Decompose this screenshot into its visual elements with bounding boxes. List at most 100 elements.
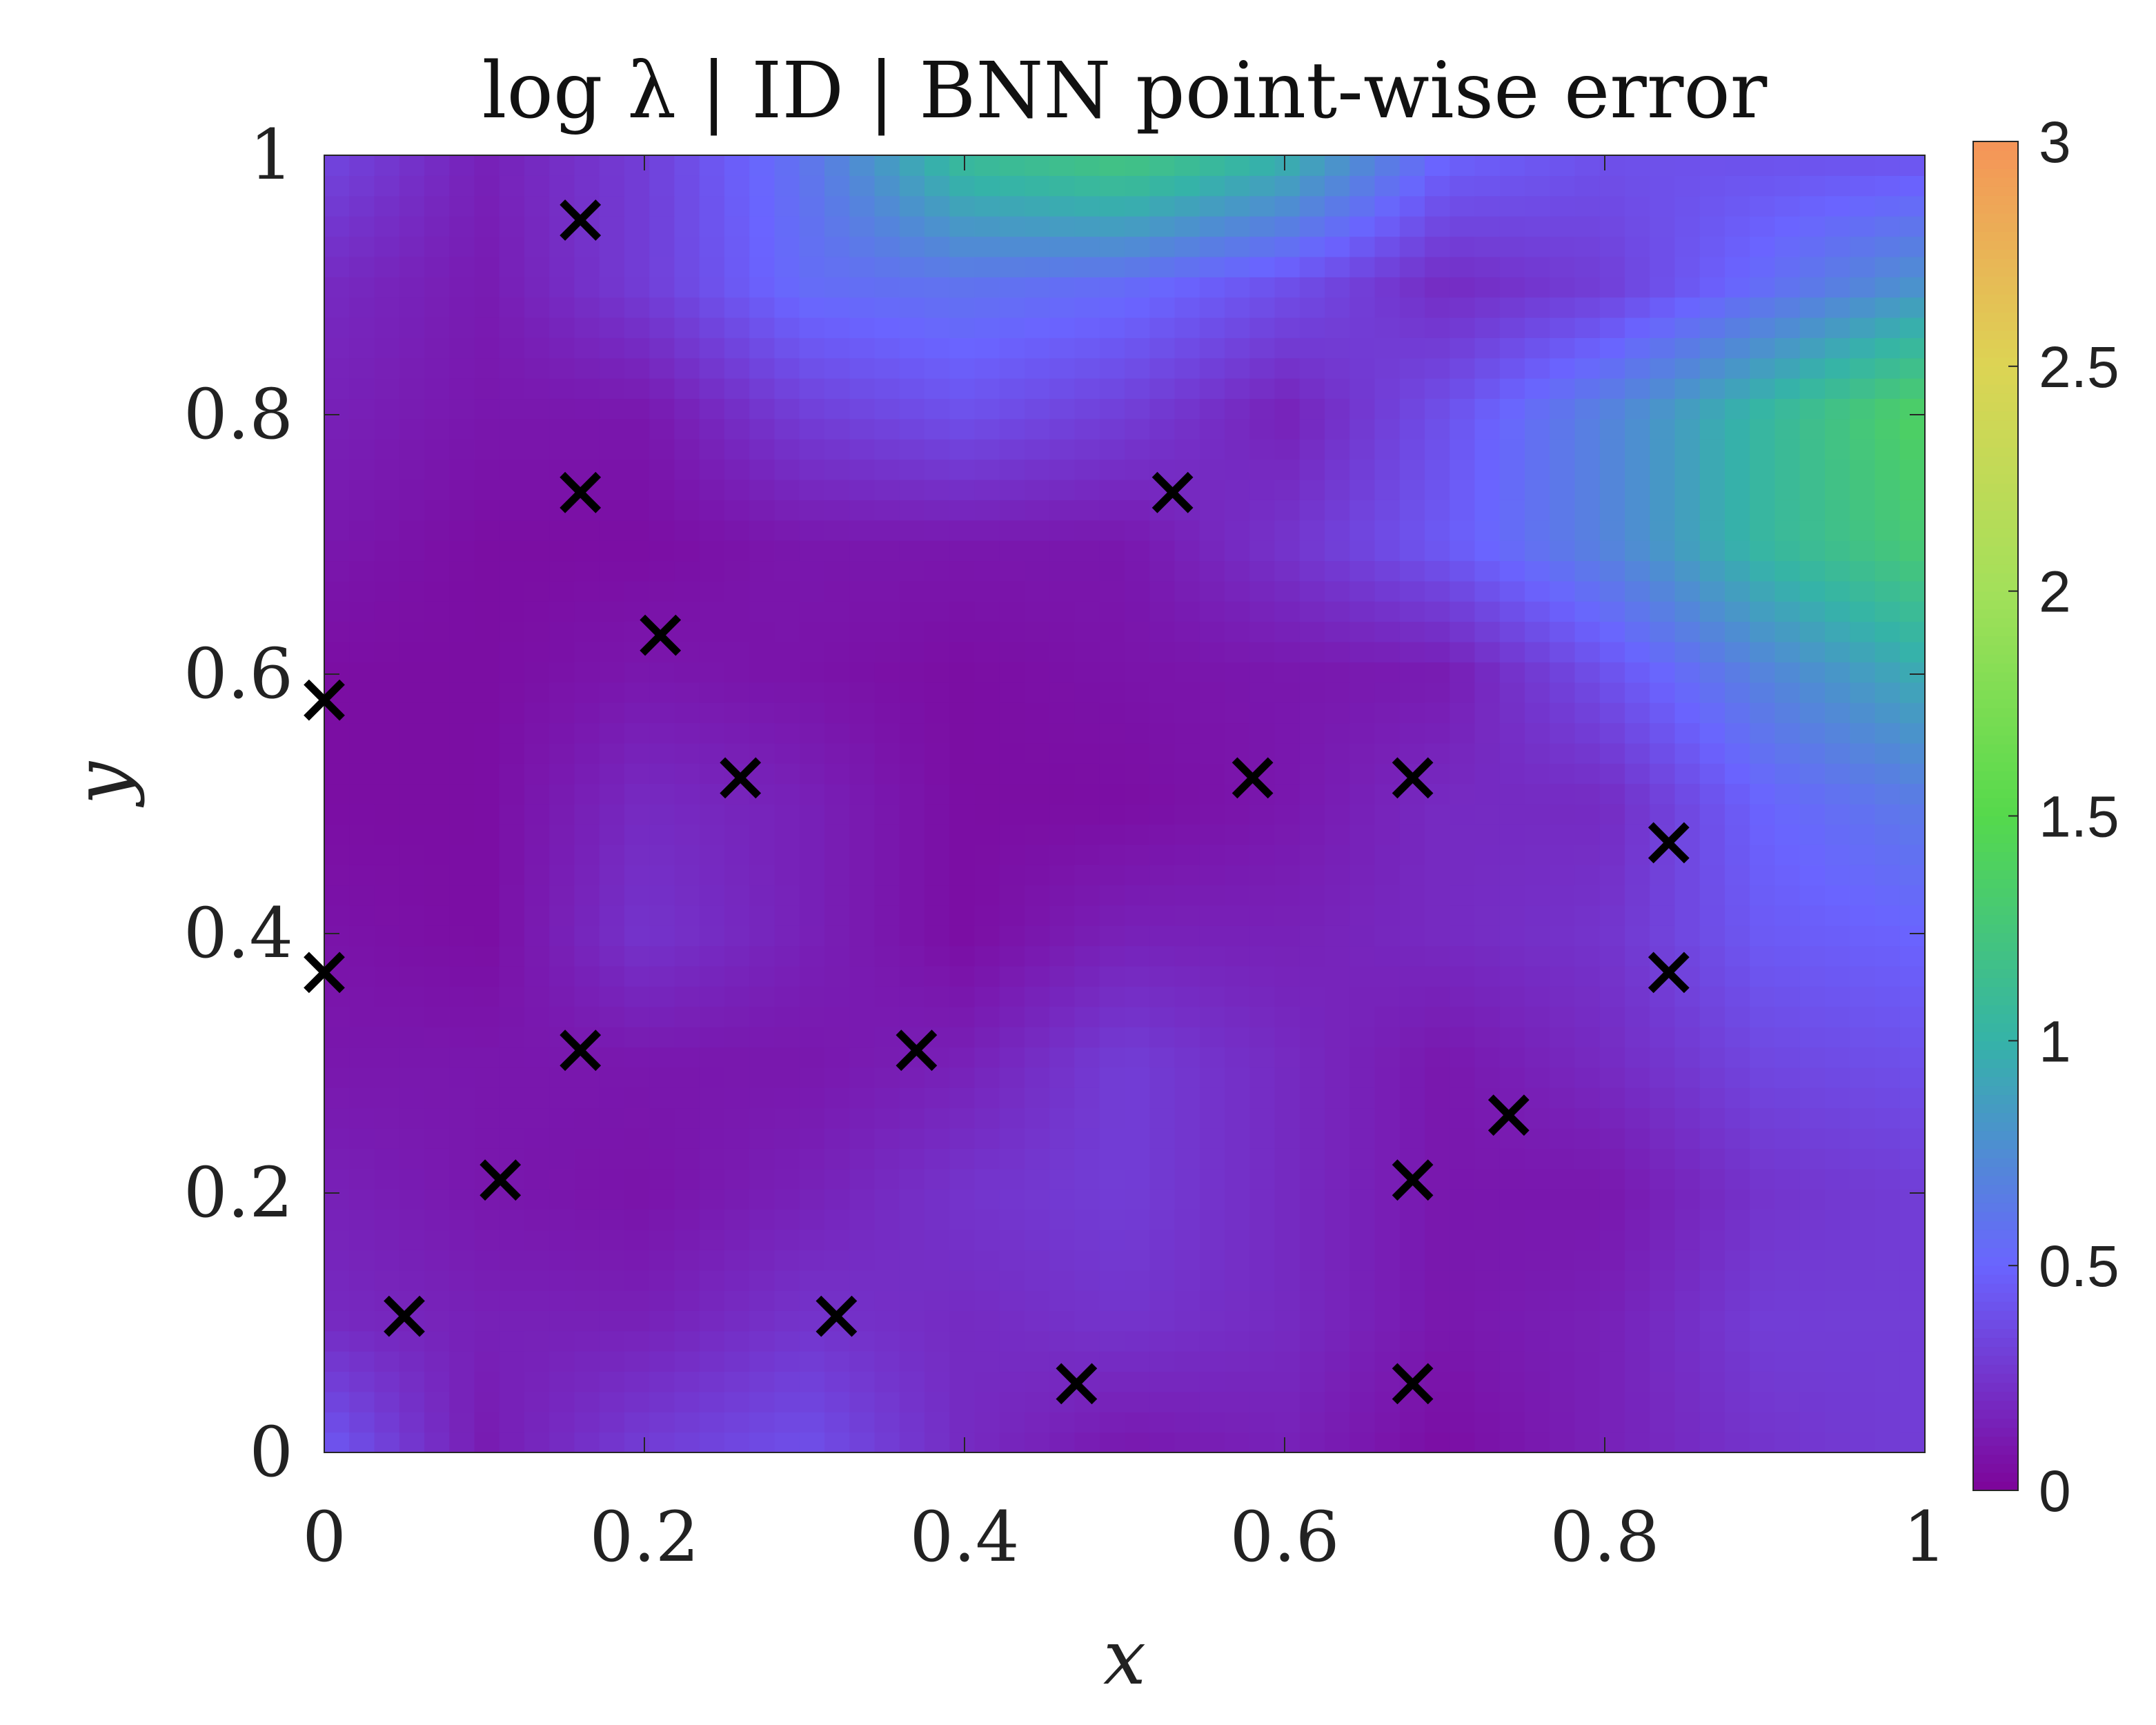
heatmap-cell [1725,1229,1750,1250]
heatmap-cell [1499,337,1525,359]
heatmap-cell [1099,844,1125,865]
heatmap-cell [1199,945,1225,967]
heatmap-cell [1225,682,1250,703]
heatmap-cell [349,378,375,400]
heatmap-cell [949,925,976,947]
heatmap-cell [999,1310,1025,1332]
heatmap-cell [1750,621,1776,642]
heatmap-cell [799,418,825,440]
heatmap-cell [1174,378,1200,400]
heatmap-cell [374,885,400,906]
heatmap-cell [1699,1250,1725,1271]
heatmap-cell [349,1351,375,1372]
heatmap-cell [1125,398,1150,420]
heatmap-cell [1325,1391,1350,1412]
heatmap-cell [1399,1128,1425,1149]
heatmap-cell [1799,459,1826,480]
heatmap-cell [1099,763,1125,785]
heatmap-cell [774,1047,800,1068]
heatmap-cell [1399,500,1425,521]
heatmap-cell [424,500,450,521]
heatmap-cell [1225,236,1250,257]
heatmap-cell [1249,560,1276,582]
heatmap-cell [599,986,625,1007]
heatmap-cell [1625,986,1650,1007]
heatmap-cell [874,500,900,521]
heatmap-cell [674,277,700,298]
heatmap-cell [1625,236,1650,257]
heatmap-cell [1699,398,1725,420]
heatmap-cell [599,1229,625,1250]
heatmap-cell [949,783,976,805]
heatmap-cell [1099,1107,1125,1129]
colorbar-band [1973,429,2018,439]
heatmap-cell [1774,885,1801,906]
heatmap-cell [799,662,825,683]
heatmap-cell [974,1351,1000,1372]
heatmap-cell [899,783,925,805]
heatmap-cell [1049,742,1076,764]
heatmap-cell [1274,195,1300,217]
heatmap-cell [1650,642,1676,662]
heatmap-cell [999,1128,1025,1149]
heatmap-cell [1125,1432,1150,1452]
heatmap-cell [874,398,900,420]
heatmap-cell [1799,865,1826,886]
heatmap-cell [374,418,400,440]
heatmap-cell [1025,1107,1050,1129]
heatmap-cell [449,885,475,906]
heatmap-cell [449,520,475,541]
heatmap-cell [1325,357,1350,379]
heatmap-cell [1125,1290,1150,1311]
heatmap-cell [549,1330,575,1352]
heatmap-cell [1625,885,1650,906]
heatmap-cell [899,439,925,460]
heatmap-cell [1074,925,1100,947]
heatmap-cell [1425,1310,1450,1332]
heatmap-cell [1249,277,1276,298]
heatmap-cell [1850,398,1876,420]
heatmap-cell [399,236,425,257]
heatmap-cell [499,1250,525,1271]
heatmap-cell [1174,439,1200,460]
heatmap-cell [474,1006,500,1027]
heatmap-cell [1425,642,1450,662]
heatmap-cell [1625,1047,1650,1068]
heatmap-cell [1199,1027,1225,1048]
heatmap-cell [1274,540,1300,562]
heatmap-cell [1750,236,1776,257]
heatmap-cell [424,966,450,987]
heatmap-cell [1174,1067,1200,1088]
heatmap-cell [699,1087,725,1109]
heatmap-cell [799,682,825,703]
heatmap-cell [599,682,625,703]
heatmap-cell [1349,195,1376,217]
heatmap-cell [999,378,1025,400]
heatmap-cell [1774,216,1801,237]
heatmap-cell [1525,216,1550,237]
heatmap-cell [1550,378,1576,400]
heatmap-cell [1374,966,1401,987]
heatmap-cell [1174,1107,1200,1129]
heatmap-cell [599,1351,625,1372]
colorbar-band [1973,825,2018,835]
heatmap-cell [874,1290,900,1311]
heatmap-cell [1174,824,1200,845]
heatmap-cell [1650,500,1676,521]
heatmap-cell [1750,1412,1776,1433]
heatmap-cell [1499,439,1525,460]
heatmap-cell [1249,1270,1276,1291]
heatmap-cell [1599,317,1625,338]
heatmap-cell [1825,398,1850,420]
heatmap-cell [974,560,1000,582]
heatmap-cell [999,195,1025,217]
heatmap-cell [1625,175,1650,197]
heatmap-cell [1299,155,1325,176]
heatmap-cell [1125,1250,1150,1271]
heatmap-cell [1299,540,1325,562]
heatmap-cell [899,195,925,217]
colorbar-band [1973,474,2018,484]
heatmap-cell [549,1189,575,1210]
heatmap-cell [1125,1087,1150,1109]
heatmap-cell [649,702,675,724]
